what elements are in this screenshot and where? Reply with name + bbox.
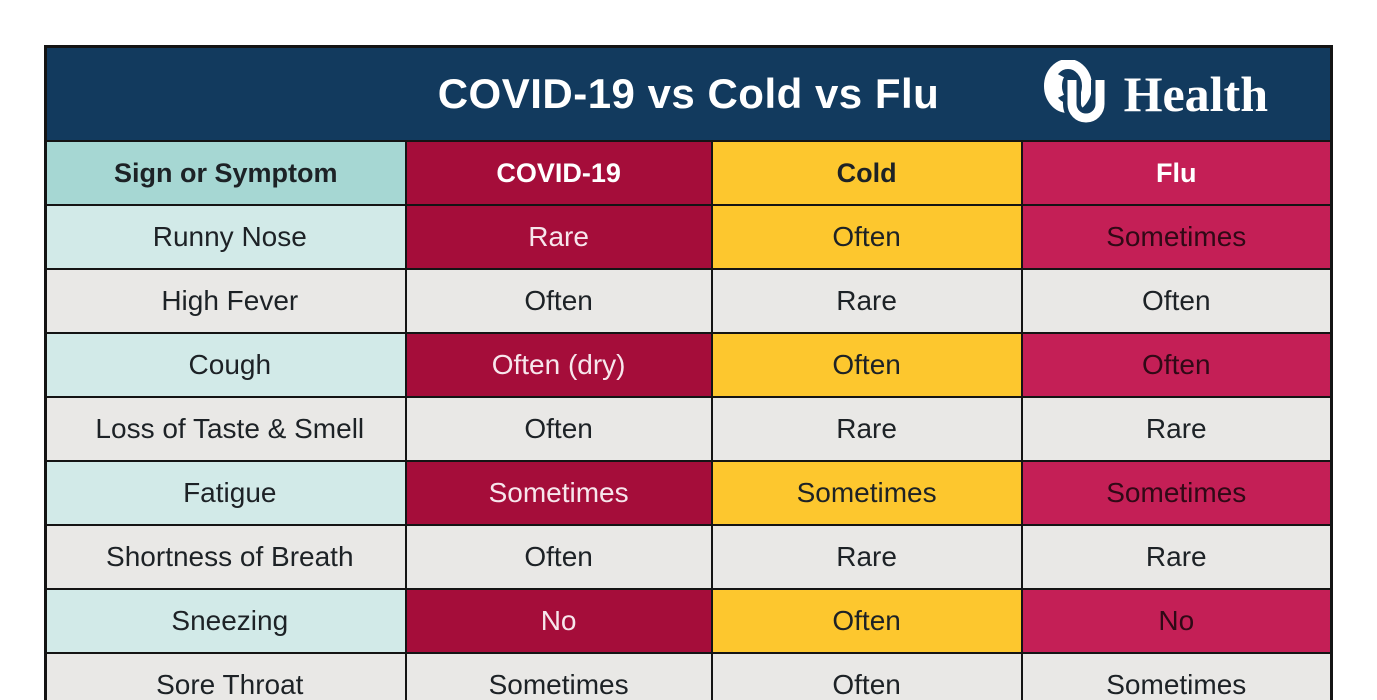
column-header-cold: Cold [710,140,1023,206]
cold-cell: Rare [710,396,1023,462]
covid-cell: Rare [404,204,713,270]
symptom-cell: Sneezing [44,588,407,654]
cold-cell: Rare [710,268,1023,334]
table-row: High Fever Often Rare Often [44,268,1333,334]
table-row: Sore Throat Sometimes Often Sometimes [44,652,1333,700]
covid-cell: Often [404,524,713,590]
symptom-cell: Runny Nose [44,204,407,270]
cold-cell: Sometimes [710,460,1023,526]
table-row: Runny Nose Rare Often Sometimes [44,204,1333,270]
column-header-row: Sign or Symptom COVID-19 Cold Flu [44,140,1333,206]
column-header-flu: Flu [1020,140,1333,206]
title-bar-cell: COVID-19 vs Cold vs Flu Health [44,45,1333,142]
symptom-cell: Cough [44,332,407,398]
covid-cell: Often [404,268,713,334]
flu-cell: No [1020,588,1333,654]
symptom-cell: Fatigue [44,460,407,526]
column-header-covid: COVID-19 [404,140,713,206]
covid-cold-flu-table: COVID-19 vs Cold vs Flu Health Sig [44,45,1333,700]
flu-cell: Sometimes [1020,204,1333,270]
cold-cell: Often [710,588,1023,654]
covid-cell: Sometimes [404,460,713,526]
covid-cell: Often [404,396,713,462]
column-header-symptom: Sign or Symptom [44,140,407,206]
flu-cell: Sometimes [1020,652,1333,700]
cold-cell: Often [710,204,1023,270]
flu-cell: Often [1020,268,1333,334]
covid-cell: No [404,588,713,654]
symptom-cell: Loss of Taste & Smell [44,396,407,462]
table-row: Shortness of Breath Often Rare Rare [44,524,1333,590]
flu-cell: Sometimes [1020,460,1333,526]
table-title: COVID-19 vs Cold vs Flu [437,70,940,117]
symptom-cell: Sore Throat [44,652,407,700]
flu-cell: Rare [1020,396,1333,462]
table-row: Sneezing No Often No [44,588,1333,654]
flu-cell: Rare [1020,524,1333,590]
cold-cell: Rare [710,524,1023,590]
table-row: Cough Often (dry) Often Often [44,332,1333,398]
covid-cell: Sometimes [404,652,713,700]
table-row: Loss of Taste & Smell Often Rare Rare [44,396,1333,462]
title-bar: COVID-19 vs Cold vs Flu Health [44,45,1333,142]
cold-cell: Often [710,652,1023,700]
symptom-cell: Shortness of Breath [44,524,407,590]
symptom-cell: High Fever [44,268,407,334]
flu-cell: Often [1020,332,1333,398]
logo-health-text: Health [1123,66,1268,122]
cold-cell: Often [710,332,1023,398]
covid-cell: Often (dry) [404,332,713,398]
table-row: Fatigue Sometimes Sometimes Sometimes [44,460,1333,526]
ou-interlocked-logo-icon [1043,60,1109,127]
ou-health-logo: Health [1038,60,1268,128]
